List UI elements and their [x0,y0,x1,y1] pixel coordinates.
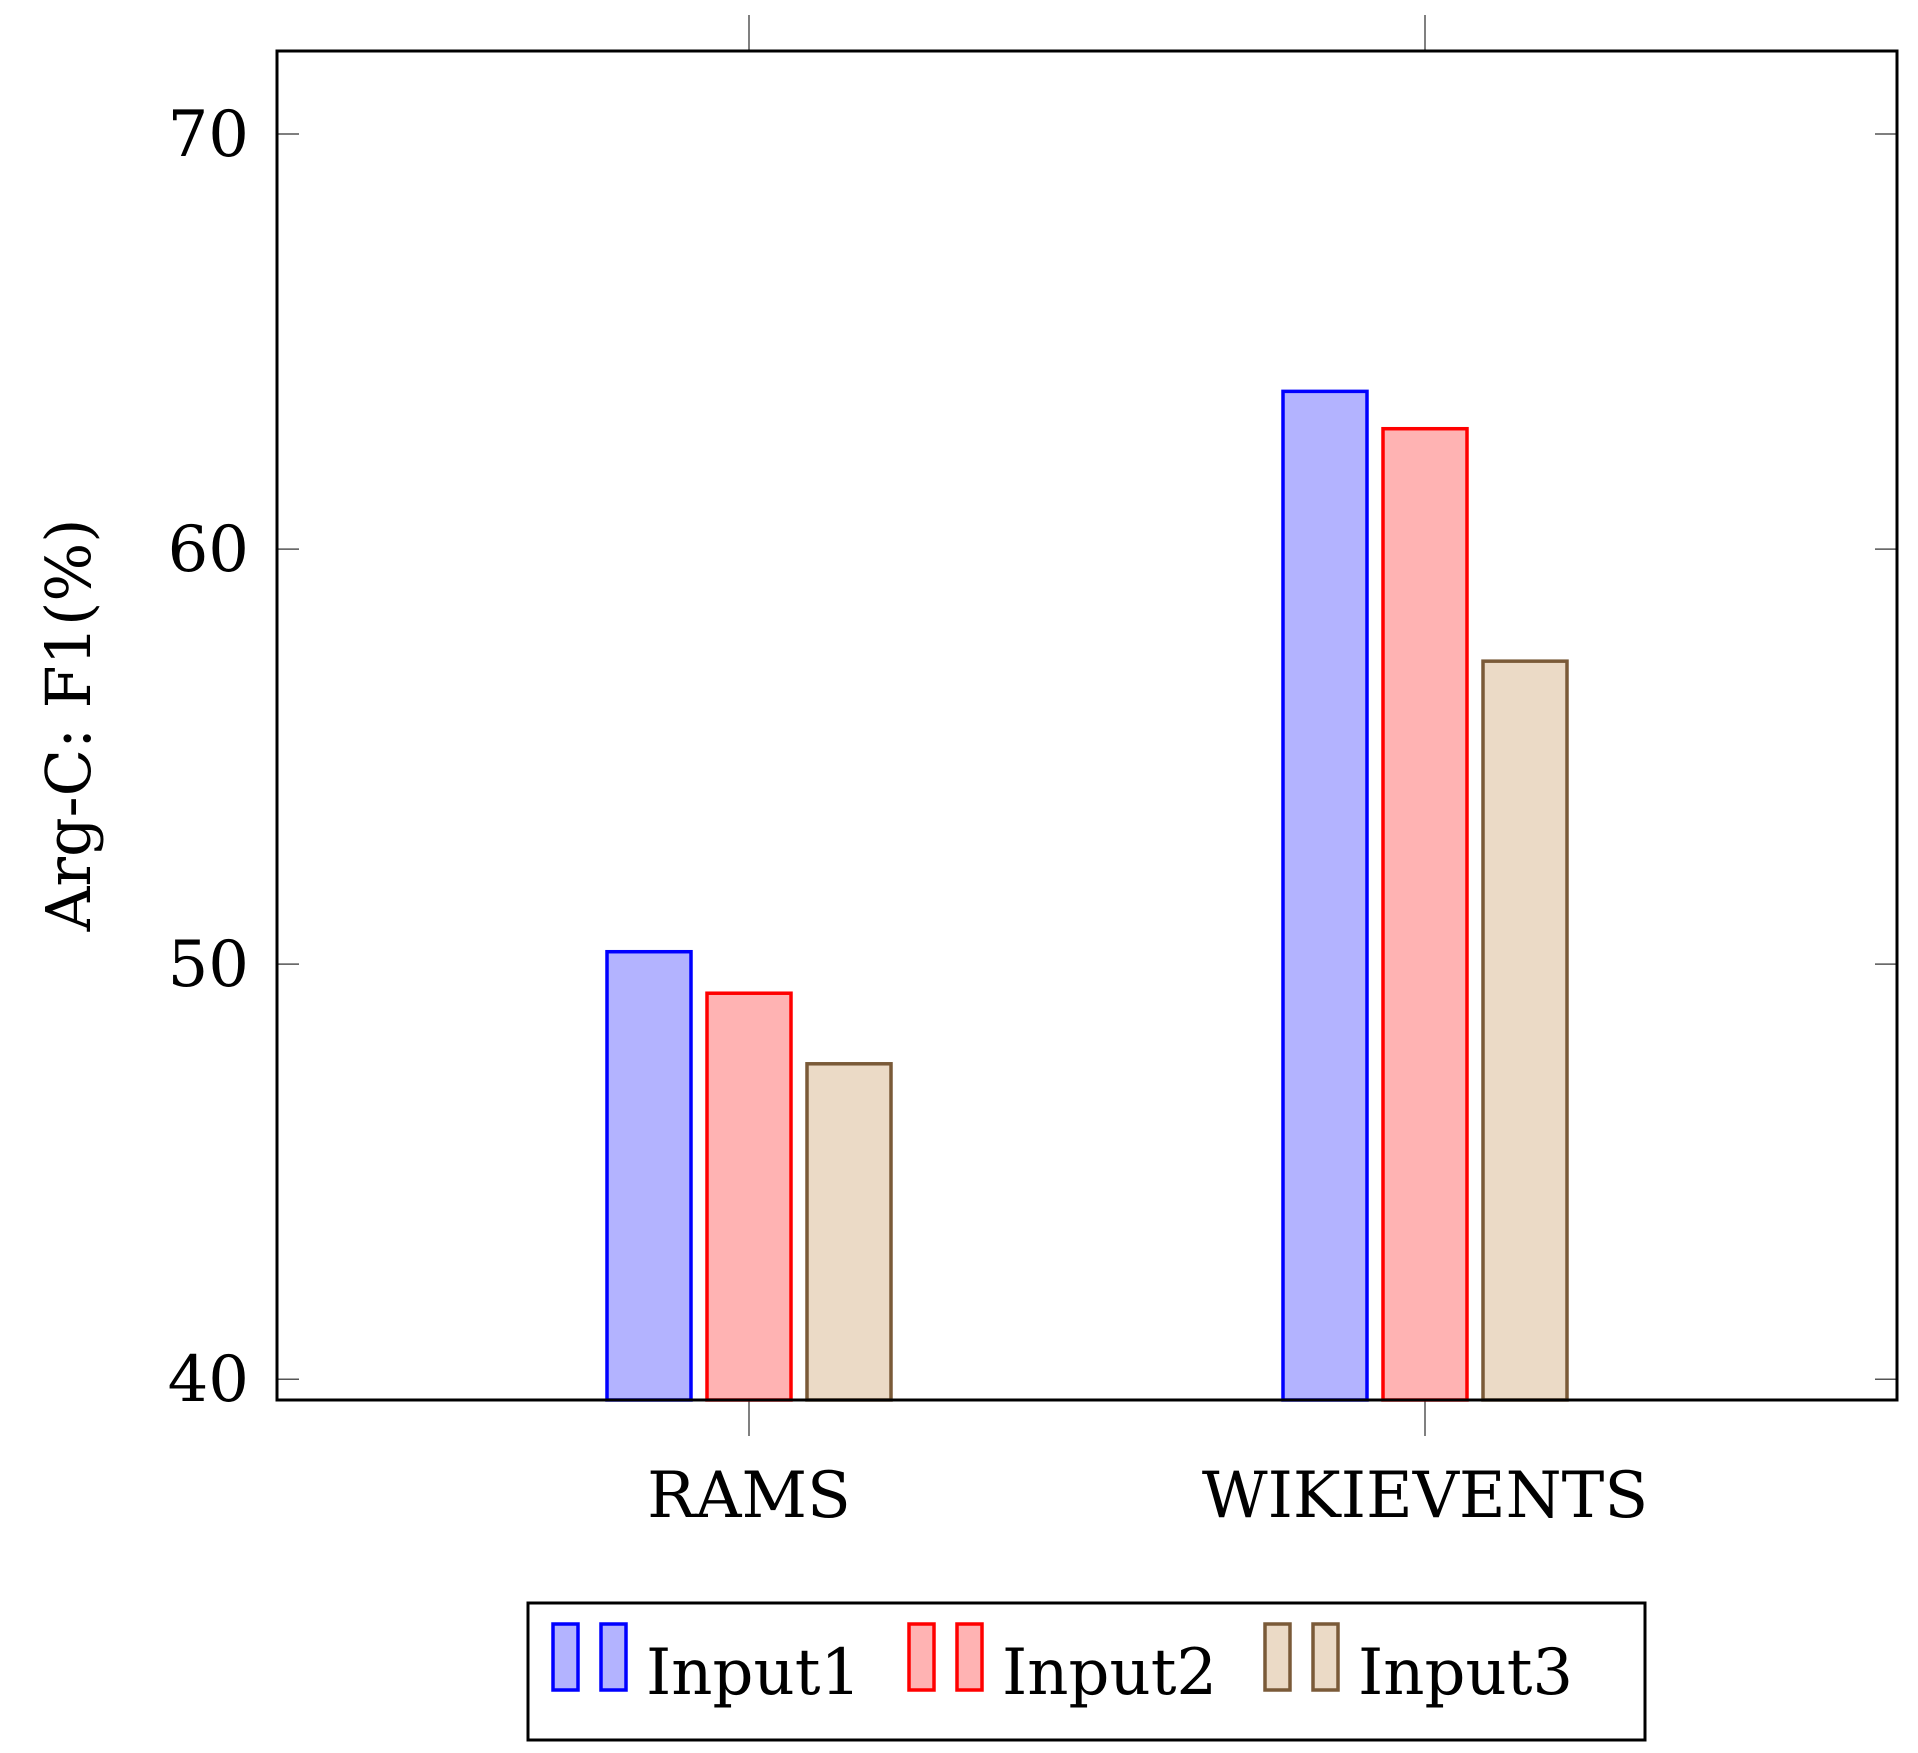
legend: Input1 Input2 Input3 [526,1601,1647,1742]
bar-input2-wikievents [1381,426,1469,1402]
y-tick-labels: 40 50 60 70 [168,98,249,1417]
x-tick-label: RAMS [647,1459,851,1533]
bar-input3-rams [805,1062,893,1402]
legend-swatch-input2 [907,1622,936,1692]
legend-label-input1: Input1 [646,1636,861,1710]
bar-input1-rams [605,949,693,1402]
bars [605,389,1569,1402]
y-tick-label: 70 [168,98,249,172]
legend-label-input2: Input2 [1002,1636,1217,1710]
plot-area-frame [275,49,1899,1402]
y-axis-title: Arg-C: F1(%) [32,519,105,933]
legend-swatch-input1 [599,1622,628,1692]
legend-swatch-input1 [551,1622,580,1692]
bar-input2-rams [705,991,793,1402]
bar-input1-wikievents [1281,389,1369,1402]
y-tick-label: 40 [168,1343,249,1417]
legend-swatch-input2 [955,1622,984,1692]
legend-swatch-input3 [1311,1622,1340,1692]
legend-box [526,1601,1647,1742]
bar-input3-wikievents [1481,659,1569,1402]
x-tick-labels: RAMS WIKIEVENTS [647,1459,1648,1533]
tick-marks [277,15,1897,1436]
y-tick-label: 60 [168,513,249,587]
legend-swatch-input3 [1263,1622,1292,1692]
legend-label-input3: Input3 [1358,1636,1573,1710]
x-tick-label: WIKIEVENTS [1202,1459,1648,1533]
y-tick-label: 50 [168,928,249,1002]
